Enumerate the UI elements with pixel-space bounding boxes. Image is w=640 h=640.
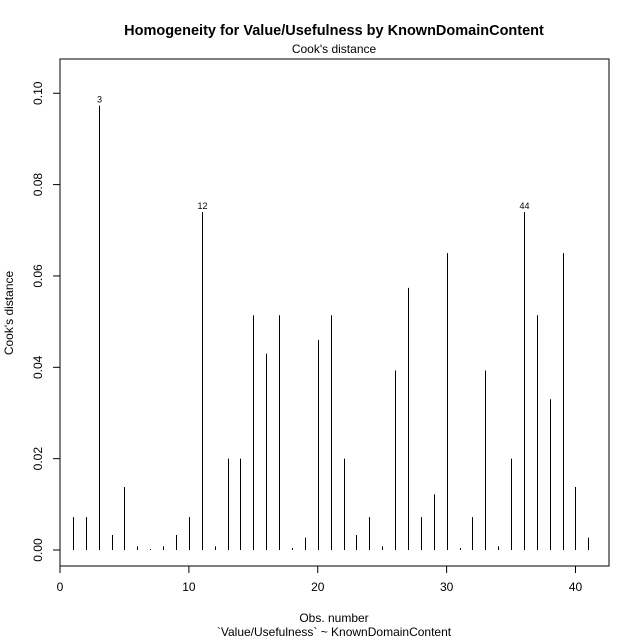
id-labels-group: 3 12 44	[97, 95, 530, 211]
y-tick-label: 0.08	[31, 173, 45, 197]
observation-id-label: 44	[519, 201, 529, 211]
y-tick-label: 0.02	[31, 447, 45, 471]
plot-frame	[59, 58, 610, 567]
y-tick-label: 0.06	[31, 264, 45, 288]
x-axis-sublabel: `Value/Usefulness` ~ KnownDomainContent	[217, 625, 452, 639]
x-tick-label: 0	[57, 580, 64, 594]
y-axis: 0.00 0.02 0.04 0.06 0.08 0.10	[31, 81, 61, 562]
y-tick-label: 0.04	[31, 355, 45, 379]
y-tick-label: 0.00	[31, 538, 45, 562]
chart-title: Homogeneity for Value/Usefulness by Know…	[124, 23, 544, 39]
observation-id-label: 12	[197, 201, 207, 211]
y-tick-label: 0.10	[31, 81, 45, 105]
x-tick-label: 10	[182, 580, 196, 594]
chart-subtitle: Cook's distance	[292, 42, 377, 56]
y-axis-label: Cook's distance	[2, 271, 16, 356]
x-tick-label: 40	[569, 580, 583, 594]
x-tick-label: 20	[311, 580, 325, 594]
x-axis-label: Obs. number	[299, 611, 368, 625]
stems-group	[73, 105, 589, 551]
x-tick-label: 30	[440, 580, 454, 594]
observation-id-label: 3	[97, 95, 102, 105]
x-axis: 0 10 20 30 40	[57, 565, 583, 594]
